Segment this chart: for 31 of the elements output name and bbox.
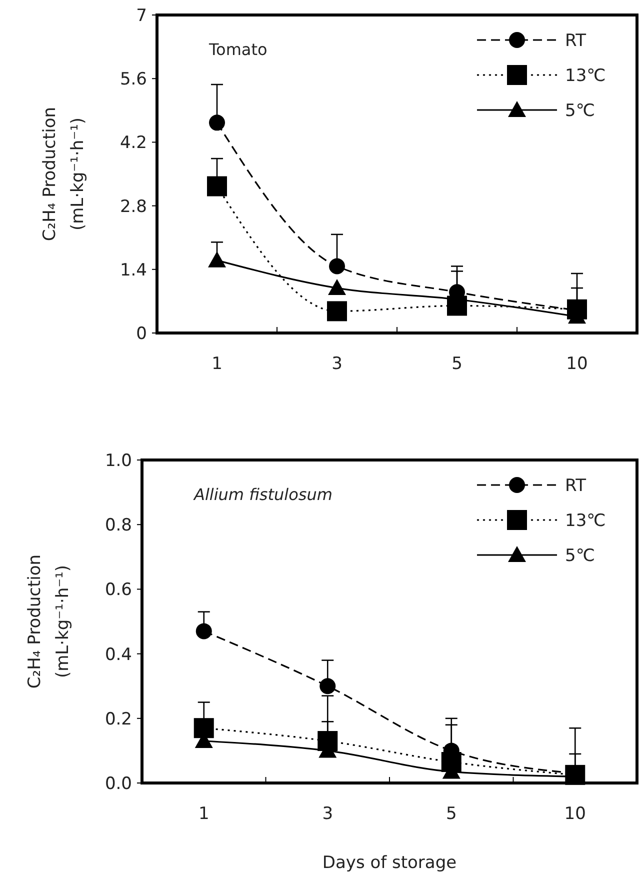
y-tick-label: 0.2	[104, 709, 132, 730]
x-tick-label: 1	[198, 804, 210, 824]
x-tick-label: 10	[566, 354, 588, 374]
y-tick-label: 0.6	[104, 580, 132, 600]
y-tick-label: 7	[136, 6, 147, 26]
x-tick-label: 5	[446, 804, 457, 824]
y-tick-label: 5.6	[120, 70, 147, 90]
x-tick-label: 5	[452, 354, 462, 374]
annotation: Tomato	[208, 40, 268, 59]
legend-label: 13℃	[565, 510, 606, 531]
legend-label: 13℃	[565, 66, 606, 86]
legend-label: 5℃	[565, 100, 595, 121]
y-tick-label: 0.0	[104, 774, 132, 794]
annotation: Allium fistulosum	[193, 485, 332, 504]
y-axis-title: C₂H₄ Production (mL·kg⁻¹·h⁻¹)	[25, 554, 73, 689]
legend-label: RT	[565, 476, 587, 496]
x-tick-label: 10	[564, 804, 586, 824]
y-tick-label: 4.2	[120, 133, 147, 154]
y-tick-label: 1.4	[120, 260, 147, 280]
y-tick-label: 1.0	[104, 450, 132, 471]
x-tick-label: 3	[332, 354, 342, 374]
x-tick-label: 1	[212, 354, 222, 374]
y-tick-label: 0.4	[104, 644, 132, 665]
y-tick-label: 0	[136, 324, 147, 344]
legend-label: 5℃	[565, 546, 595, 566]
y-tick-label: 0.8	[104, 516, 132, 536]
y-tick-label: 2.8	[120, 196, 147, 217]
x-axis-title: Days of storage	[322, 853, 457, 873]
y-axis-title: C₂H₄ Production (mL·kg⁻¹·h⁻¹)	[40, 106, 88, 242]
legend-label: RT	[565, 30, 587, 51]
x-tick-label: 3	[322, 804, 334, 824]
